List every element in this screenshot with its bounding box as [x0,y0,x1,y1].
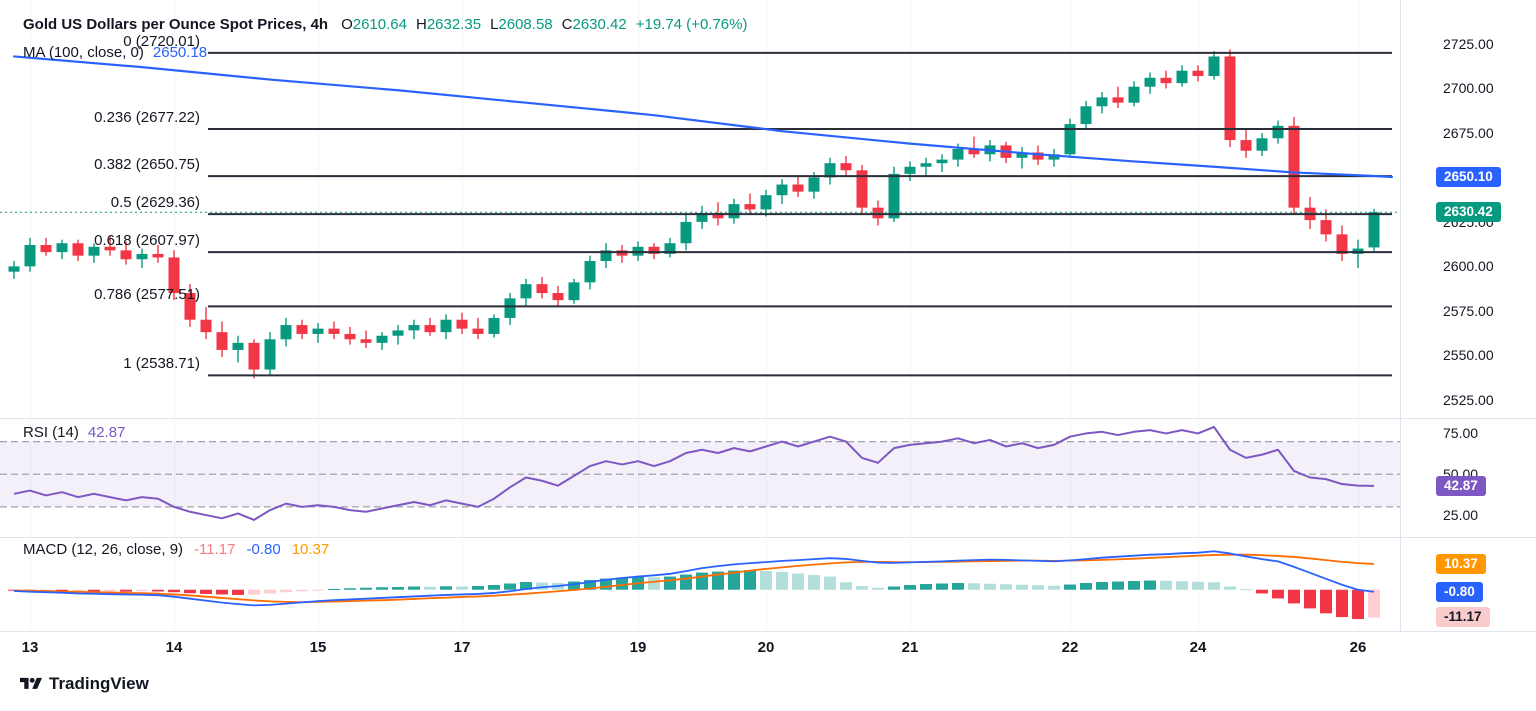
symbol-title: Gold US Dollars per Ounce Spot Prices, 4… [23,16,329,33]
macd-line-value: -0.80 [246,541,281,558]
high-label: H [415,16,427,33]
macd-legend-label: MACD (12, 26, close, 9) [23,541,184,558]
ma-legend-value: 2650.18 [152,44,208,61]
main-symbol-legend[interactable]: Gold US Dollars per Ounce Spot Prices, 4… [23,16,747,33]
ma-legend[interactable]: MA (100, close, 0) 2650.18 [23,44,207,61]
low-value: 2608.58 [498,16,553,33]
tradingview-logo-icon [20,677,42,689]
price-axis[interactable] [1401,0,1536,631]
time-axis[interactable] [0,632,1536,662]
tradingview-logo[interactable]: TradingView [20,674,149,694]
change-value: +19.74 (+0.76%) [635,16,748,33]
close-label: C [561,16,573,33]
tradingview-logo-text: TradingView [49,674,149,693]
macd-signal-value: 10.37 [291,541,330,558]
open-label: O [341,16,353,33]
close-value: 2630.42 [572,16,627,33]
macd-hist-value: -11.17 [194,541,236,558]
open-value: 2610.64 [352,16,407,33]
ma-legend-label: MA (100, close, 0) [23,44,144,61]
low-label: L [490,16,499,33]
high-value: 2632.35 [426,16,482,33]
macd-legend[interactable]: MACD (12, 26, close, 9) -11.17 -0.80 10.… [23,541,329,558]
rsi-legend-value: 42.87 [87,424,126,441]
rsi-legend-label: RSI (14) [23,424,79,441]
rsi-legend[interactable]: RSI (14) 42.87 [23,424,125,441]
